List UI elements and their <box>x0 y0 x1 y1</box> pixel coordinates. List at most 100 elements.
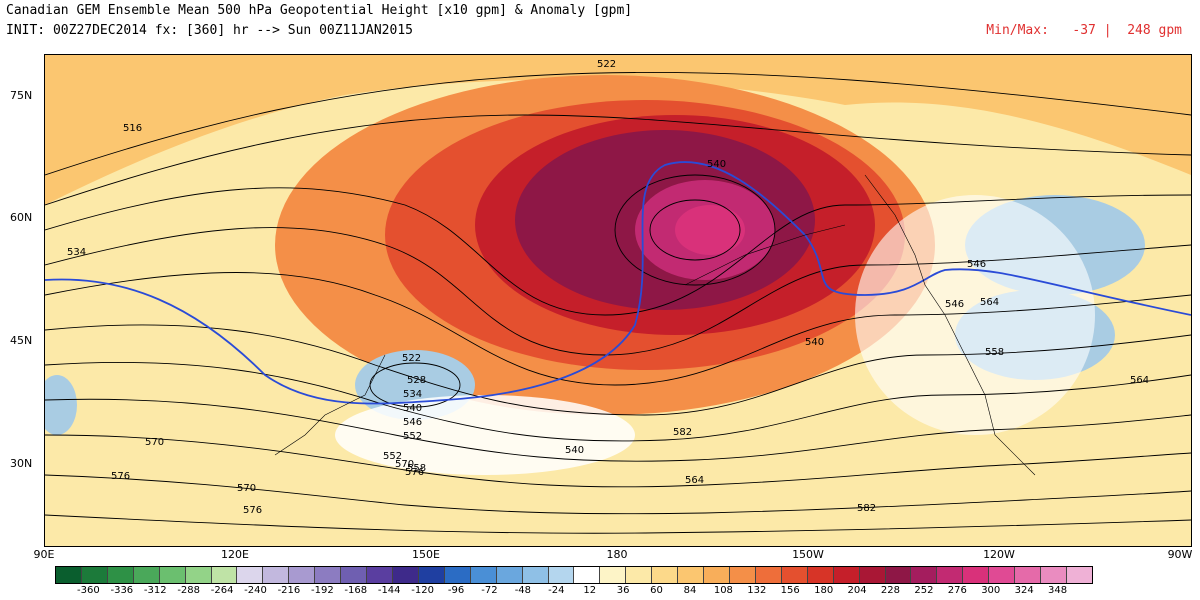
contour-label: 534 <box>403 389 422 400</box>
minmax-readout: Min/Max: -37 | 248 gpm <box>986 23 1182 38</box>
contour-line <box>45 114 1191 206</box>
max-value: 248 gpm <box>1127 23 1182 38</box>
colorbar-tick-label: 84 <box>683 585 697 596</box>
colorbar-swatch <box>963 567 990 583</box>
colorbar-swatch <box>444 567 471 583</box>
contour-label: 582 <box>857 503 876 514</box>
lon-label: 180 <box>606 548 628 561</box>
colorbar-swatch <box>626 567 653 583</box>
colorbar-tick-label: 276 <box>947 585 967 596</box>
colorbar-swatch <box>185 567 212 583</box>
contour-label: 558 <box>407 463 426 474</box>
contour-line <box>45 272 1191 386</box>
contour-labels: 522 516 534 540 546 522 528 534 540 546 552 558 564 5… <box>67 59 1149 516</box>
neg-anomaly-west <box>45 375 77 435</box>
colorbar-swatch <box>885 567 912 583</box>
colorbar-tick-label: 252 <box>914 585 934 596</box>
height-contours <box>45 71 1191 534</box>
contour-line <box>45 187 1191 316</box>
colorbar <box>55 566 1093 584</box>
colorbar-swatch <box>911 567 938 583</box>
contour-label: 582 <box>673 427 692 438</box>
colorbar-swatch <box>237 567 264 583</box>
colorbar-swatch <box>1015 567 1042 583</box>
colorbar-tick-label: 36 <box>616 585 630 596</box>
colorbar-labels: -360 -336 -312 -288 -264 -240 -216 -192 -168 -144… <box>55 585 1091 597</box>
colorbar-tick-label: 156 <box>780 585 800 596</box>
colorbar-tick-label: 300 <box>981 585 1001 596</box>
contour-line <box>45 434 1191 488</box>
contour-line <box>45 227 1191 356</box>
colorbar-swatch <box>341 567 368 583</box>
contour-label: 552 <box>383 451 402 462</box>
colorbar-swatch <box>107 567 134 583</box>
colorbar-swatch <box>989 567 1016 583</box>
colorbar-tick-label: -312 <box>143 585 167 596</box>
contour-label: 528 <box>407 375 426 386</box>
contour-label: 564 <box>980 297 999 308</box>
contour-label: 576 <box>111 471 130 482</box>
lon-label: 90W <box>1167 548 1193 561</box>
colorbar-tick-label: 204 <box>847 585 867 596</box>
min-value: -37 <box>1072 23 1096 38</box>
colorbar-swatch <box>755 567 782 583</box>
coastlines <box>274 174 1036 476</box>
contour-line <box>45 474 1191 515</box>
colorbar-swatch <box>81 567 108 583</box>
contour-label: 564 <box>685 475 704 486</box>
colorbar-swatch <box>781 567 808 583</box>
colorbar-swatch <box>678 567 705 583</box>
contour-label: 576 <box>243 505 262 516</box>
colorbar-swatch <box>289 567 316 583</box>
colorbar-tick-label: 348 <box>1048 585 1068 596</box>
contour-label: 540 <box>805 337 824 348</box>
map-panel: 522 516 534 540 546 522 528 534 540 546 552 558 564 5… <box>44 54 1192 547</box>
contour-label: 576 <box>405 467 424 478</box>
contour-label: 558 <box>985 347 1004 358</box>
colorbar-tick-label: -72 <box>481 585 498 596</box>
contour-label: 516 <box>123 123 142 134</box>
contour-540-highlight <box>45 161 1191 405</box>
contour-line <box>45 514 1191 534</box>
contour-label: 534 <box>67 247 86 258</box>
anomaly-max-core <box>675 205 745 255</box>
colorbar-swatch <box>211 567 238 583</box>
contour-label: 570 <box>237 483 256 494</box>
colorbar-tick-label: -240 <box>244 585 267 596</box>
colorbar-swatch <box>133 567 160 583</box>
colorbar-swatch <box>704 567 730 583</box>
contour-label: 546 <box>945 299 964 310</box>
contour-line <box>45 398 1191 462</box>
colorbar-tick-label: 228 <box>880 585 901 596</box>
colorbar-swatch <box>392 567 419 583</box>
contour-label: 522 <box>402 353 421 364</box>
contour-line <box>45 324 1191 416</box>
colorbar-swatch <box>470 567 497 583</box>
colorbar-swatch <box>367 567 393 583</box>
colorbar-swatch <box>56 567 82 583</box>
contour-label: 570 <box>145 437 164 448</box>
colorbar-swatch <box>315 567 342 583</box>
colorbar-swatch <box>600 567 627 583</box>
contour-line <box>649 199 741 261</box>
contour-label: 564 <box>1130 375 1149 386</box>
lat-label: 75N <box>10 89 33 102</box>
aleutian-arc <box>684 224 846 286</box>
colorbar-swatch <box>652 567 679 583</box>
colorbar-swatch <box>418 567 445 583</box>
colorbar-tick-label: 180 <box>814 585 834 596</box>
minmax-label: Min/Max: <box>986 23 1049 38</box>
colorbar-swatch <box>807 567 834 583</box>
minmax-separator: | <box>1103 23 1112 38</box>
contour-label: 540 <box>565 445 584 456</box>
colorbar-tick-label: -264 <box>210 585 234 596</box>
asia-coast <box>274 354 386 456</box>
colorbar-tick-label: -192 <box>310 585 334 596</box>
contour-line <box>45 71 1191 176</box>
contour-line <box>45 361 1191 442</box>
colorbar-tick-label: 60 <box>650 585 663 596</box>
contour-label: 570 <box>395 459 414 470</box>
contour-label: 552 <box>403 431 422 442</box>
colorbar-tick-label: -144 <box>377 585 401 596</box>
colorbar-swatch <box>159 567 186 583</box>
